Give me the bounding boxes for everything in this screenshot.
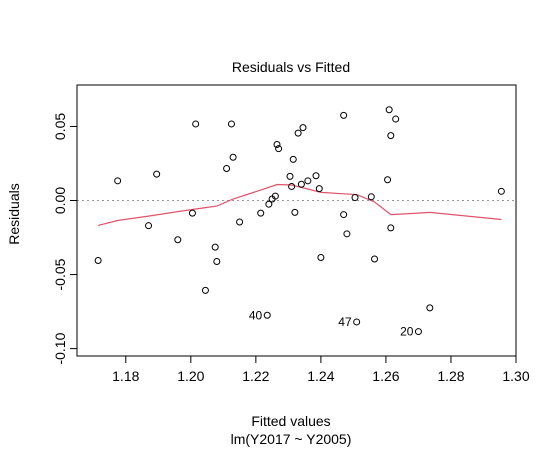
data-point — [211, 243, 219, 251]
data-point — [340, 111, 348, 119]
x-tick-label: 1.22 — [242, 368, 269, 384]
data-point — [392, 115, 400, 123]
y-tick-label: -0.05 — [52, 258, 68, 290]
data-point — [385, 106, 393, 114]
x-axis: 1.18 1.20 1.22 1.24 1.26 1.28 1.30 — [112, 355, 530, 384]
data-point — [291, 208, 299, 216]
data-point — [188, 209, 196, 217]
data-point — [223, 165, 231, 173]
data-point — [387, 224, 395, 232]
x-tick-label: 1.30 — [502, 368, 529, 384]
data-point — [426, 304, 434, 312]
data-point — [297, 180, 305, 188]
data-point — [265, 200, 273, 208]
data-point — [299, 124, 307, 132]
data-point — [340, 211, 348, 219]
data-point — [229, 153, 237, 161]
data-point — [286, 172, 294, 180]
point-label: 40 — [249, 308, 263, 322]
data-point — [153, 170, 161, 178]
data-point — [288, 182, 296, 190]
x-tick-label: 1.28 — [437, 368, 464, 384]
y-tick-label: 0.00 — [52, 187, 68, 214]
data-point — [227, 120, 235, 128]
data-point — [353, 318, 361, 326]
x-axis-label: Fitted values — [251, 413, 330, 429]
data-points: 40 47 20 — [94, 106, 505, 339]
data-point — [304, 177, 312, 185]
data-point — [273, 141, 281, 149]
x-tick-label: 1.24 — [307, 368, 334, 384]
data-point — [263, 311, 271, 319]
y-axis: -0.10 -0.05 0.00 0.05 — [52, 113, 78, 365]
data-point — [414, 328, 422, 336]
point-label: 20 — [400, 325, 414, 339]
data-point — [367, 193, 375, 201]
data-point — [145, 222, 153, 230]
data-point — [384, 176, 392, 184]
data-point — [271, 192, 279, 200]
data-point — [317, 254, 325, 262]
x-tick-label: 1.18 — [112, 368, 139, 384]
model-formula-subtitle: lm(Y2017 ~ Y2005) — [231, 431, 352, 447]
data-point — [213, 258, 221, 266]
data-point — [257, 209, 265, 217]
data-point — [201, 286, 209, 294]
y-axis-label: Residuals — [6, 183, 22, 244]
x-tick-label: 1.26 — [372, 368, 399, 384]
point-label: 47 — [338, 315, 352, 329]
y-tick-label: -0.10 — [52, 332, 68, 364]
data-point — [294, 129, 302, 137]
data-point — [289, 155, 297, 163]
data-point — [371, 255, 379, 263]
smooth-trend-line — [97, 183, 502, 226]
data-point — [387, 132, 395, 140]
data-point — [315, 185, 323, 193]
data-point — [94, 256, 102, 264]
plot-frame — [76, 84, 517, 357]
data-point — [114, 177, 122, 185]
y-tick-label: 0.05 — [52, 113, 68, 140]
chart-title: Residuals vs Fitted — [232, 59, 350, 75]
data-point — [497, 187, 505, 195]
data-point — [351, 194, 359, 202]
x-tick-label: 1.20 — [177, 368, 204, 384]
data-point — [275, 145, 283, 153]
data-point — [174, 236, 182, 244]
data-point — [236, 218, 244, 226]
data-point — [343, 230, 351, 238]
data-point — [192, 120, 200, 128]
data-point — [312, 172, 320, 180]
